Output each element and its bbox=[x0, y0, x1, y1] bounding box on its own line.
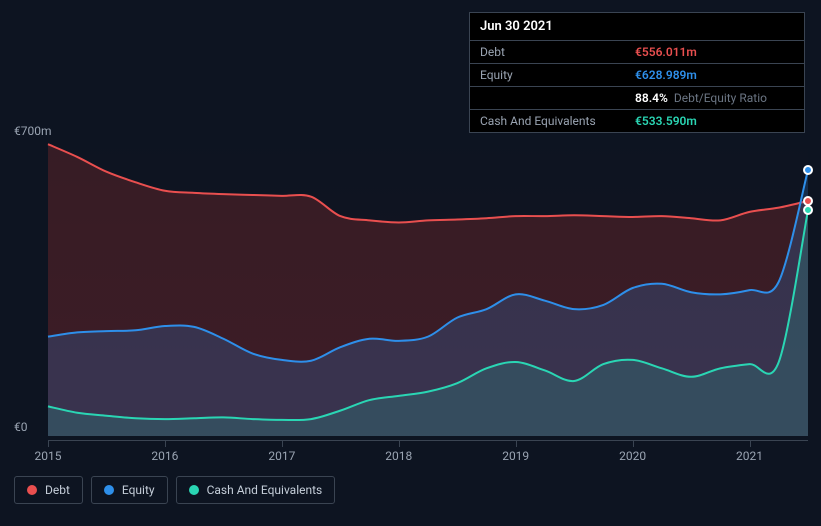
x-axis-label: 2015 bbox=[35, 449, 62, 463]
tooltip-row-sub: Debt/Equity Ratio bbox=[674, 91, 767, 105]
legend-item[interactable]: Cash And Equivalents bbox=[176, 476, 336, 504]
y-axis-label-max: €700m bbox=[14, 124, 52, 138]
x-axis-label: 2021 bbox=[736, 449, 763, 463]
series-end-marker bbox=[803, 205, 813, 215]
legend-label: Equity bbox=[122, 483, 155, 497]
tooltip-row: Debt€556.011m bbox=[470, 40, 804, 63]
chart-tooltip: Jun 30 2021 Debt€556.011mEquity€628.989m… bbox=[469, 12, 805, 133]
x-tick bbox=[399, 441, 400, 447]
x-axis-label: 2018 bbox=[385, 449, 412, 463]
tooltip-date: Jun 30 2021 bbox=[470, 13, 804, 40]
legend-label: Debt bbox=[45, 483, 70, 497]
tooltip-row-value: €628.989m bbox=[635, 68, 697, 82]
x-axis-label: 2017 bbox=[268, 449, 295, 463]
chart-legend: Debt Equity Cash And Equivalents bbox=[14, 476, 335, 504]
tooltip-row: Cash And Equivalents€533.590m bbox=[470, 109, 804, 132]
x-tick bbox=[516, 441, 517, 447]
tooltip-row-label: Cash And Equivalents bbox=[480, 114, 635, 128]
legend-item[interactable]: Equity bbox=[91, 476, 168, 504]
tooltip-row-value: 88.4%Debt/Equity Ratio bbox=[635, 91, 767, 105]
tooltip-row-label: Equity bbox=[480, 68, 635, 82]
tooltip-row-label: Debt bbox=[480, 45, 635, 59]
tooltip-row: 88.4%Debt/Equity Ratio bbox=[470, 86, 804, 109]
x-tick bbox=[750, 441, 751, 447]
y-axis-label-zero: €0 bbox=[14, 420, 28, 434]
tooltip-row: Equity€628.989m bbox=[470, 63, 804, 86]
x-tick bbox=[165, 441, 166, 447]
tooltip-row-value: €556.011m bbox=[635, 45, 697, 59]
series-end-marker bbox=[803, 165, 813, 175]
x-axis-label: 2016 bbox=[151, 449, 178, 463]
legend-dot-icon bbox=[104, 485, 114, 495]
x-tick bbox=[282, 441, 283, 447]
x-axis: 2015201620172018201920202021 bbox=[48, 440, 808, 464]
chart-svg bbox=[48, 140, 808, 436]
x-axis-label: 2020 bbox=[619, 449, 646, 463]
legend-dot-icon bbox=[27, 485, 37, 495]
chart-plot-area[interactable] bbox=[48, 140, 808, 436]
tooltip-row-value: €533.590m bbox=[635, 114, 697, 128]
x-tick bbox=[48, 441, 49, 447]
legend-dot-icon bbox=[189, 485, 199, 495]
x-axis-label: 2019 bbox=[502, 449, 529, 463]
x-tick bbox=[633, 441, 634, 447]
legend-label: Cash And Equivalents bbox=[207, 483, 323, 497]
legend-item[interactable]: Debt bbox=[14, 476, 83, 504]
